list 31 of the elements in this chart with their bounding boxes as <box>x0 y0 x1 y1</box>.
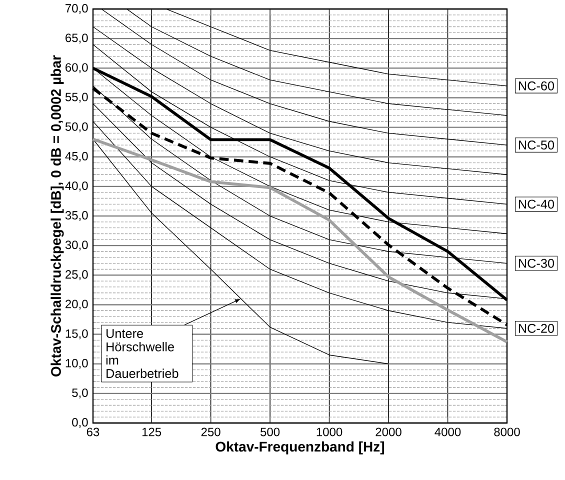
y-tick-label: 60,0 <box>66 63 88 74</box>
y-tick-label: 45,0 <box>65 152 88 162</box>
y-tick-label: 35,0 <box>65 211 88 221</box>
y-tick-label: 15,0 <box>66 329 88 340</box>
y-tick-label: 20,0 <box>66 300 88 310</box>
x-tick-label: 500 <box>260 428 280 436</box>
y-tick-label: 30,0 <box>65 240 88 251</box>
y-tick-label: 55,0 <box>65 92 88 103</box>
x-tick-label: 2000 <box>376 428 402 436</box>
y-tick-label: 10,0 <box>66 358 88 369</box>
y-tick-label: 65,0 <box>66 34 88 44</box>
series-label: NC-50 <box>518 140 554 150</box>
series-label: NC-40 <box>518 200 554 209</box>
x-tick-label: 8000 <box>494 428 520 436</box>
x-axis-title: Oktav-Frequenzband [Hz] <box>216 441 384 454</box>
y-tick-label: 50,0 <box>65 122 88 132</box>
x-tick-label: 4000 <box>434 428 461 436</box>
x-tick-label: 125 <box>142 428 162 436</box>
series-label: NC-20 <box>518 324 554 333</box>
x-tick-label: 1000 <box>316 428 342 436</box>
series-label: NC-30 <box>518 258 554 268</box>
y-tick-label: 0,0 <box>72 418 88 428</box>
x-tick-label: 250 <box>201 428 220 436</box>
y-tick-label: 25,0 <box>66 270 88 280</box>
y-tick-label: 40,0 <box>65 181 88 192</box>
y-tick-label: 5,0 <box>72 388 88 398</box>
y-tick-label: 70,0 <box>66 4 88 14</box>
annotation: Untere Hörschwelle im Dauerbetrieb <box>106 329 178 378</box>
x-tick-label: 63 <box>86 428 100 436</box>
y-axis-title: Oktav-Schalldruckpegel [dB], 0 dB = 0,0002 µbar <box>50 55 64 376</box>
series-label: NC-60 <box>518 81 554 90</box>
